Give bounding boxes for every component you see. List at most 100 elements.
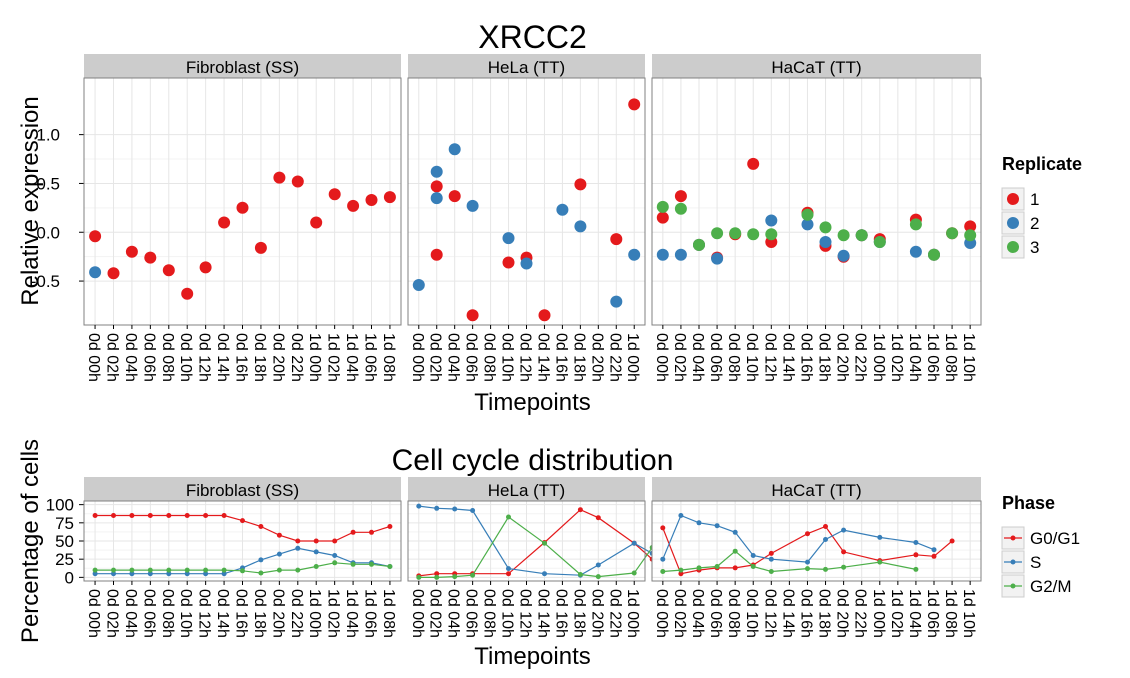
data-point — [823, 524, 828, 529]
x-tick-label: 1d 08h — [942, 333, 959, 382]
panel-2: HaCaT (TT) 0d 00h 0d 02h 0d 04h 0d 06h 0d 08h… — [651, 54, 982, 382]
data-point — [729, 227, 742, 240]
data-point — [273, 171, 286, 184]
y-tick-label: 50 — [55, 532, 74, 551]
data-point — [295, 538, 301, 544]
x-tick-label: 0d 10h — [499, 589, 516, 638]
data-point — [877, 534, 883, 540]
data-point — [595, 574, 601, 580]
data-point — [310, 216, 323, 229]
data-point — [660, 525, 666, 531]
data-point — [332, 560, 338, 566]
x-tick-label: 1d 10h — [960, 589, 977, 638]
data-point — [656, 211, 669, 224]
x-tick-label: 0d 02h — [427, 333, 444, 382]
data-point — [931, 553, 937, 559]
x-tick-label: 0d 20h — [588, 589, 605, 638]
data-point — [747, 228, 760, 241]
data-point — [765, 228, 778, 241]
data-point — [147, 567, 153, 573]
data-point — [574, 220, 587, 233]
data-point — [430, 248, 443, 261]
data-point — [711, 227, 724, 240]
x-tick-label: 0d 02h — [104, 589, 121, 638]
facet-strip — [84, 477, 401, 501]
x-tick-label: 1d 08h — [942, 589, 959, 638]
data-point — [328, 188, 341, 201]
data-point — [166, 567, 172, 573]
x-tick-label: 0d 22h — [606, 589, 623, 638]
facet-strip — [652, 54, 981, 78]
legend-label: 3 — [1030, 238, 1039, 257]
x-tick-label: 0d 20h — [269, 589, 286, 638]
data-point — [855, 229, 868, 242]
x-tick-label: 0d 06h — [140, 333, 157, 382]
x-tick-label: 0d 12h — [761, 333, 778, 382]
x-tick-label: 1d 00h — [306, 333, 323, 382]
x-tick-label: 0d 14h — [214, 589, 231, 638]
data-point — [506, 571, 511, 577]
x-tick-label: 0d 02h — [104, 333, 121, 382]
x-tick-label: 0d 00h — [653, 333, 670, 382]
data-point — [542, 571, 547, 577]
data-point — [542, 540, 547, 546]
x-tick-label: 1d 08h — [380, 333, 397, 382]
x-tick-label: 0d 22h — [606, 333, 623, 382]
data-point — [949, 538, 955, 544]
data-point — [144, 251, 157, 264]
cell-cycle-chart: Cell cycle distribution Percentage of cel… — [17, 439, 1080, 670]
data-point — [696, 520, 702, 526]
legend: Replicate 1 2 3 — [1001, 154, 1082, 259]
data-point — [750, 564, 756, 569]
data-point — [221, 513, 227, 518]
data-point — [184, 567, 190, 573]
data-point — [412, 279, 425, 291]
data-point — [129, 571, 135, 577]
data-point — [470, 572, 476, 578]
data-point — [819, 236, 832, 248]
x-tick-label: 0d 08h — [159, 589, 176, 638]
series-line-G0-G1 — [662, 525, 953, 575]
x-tick-label: 1d 08h — [380, 589, 397, 638]
x-tick-label: 0d 14h — [535, 589, 552, 638]
data-point — [873, 236, 886, 248]
panel-1: HeLa (TT)0d 00h 0d 02h 0d 04h 0d 06h 0d 08h 0… — [407, 54, 646, 382]
data-point — [218, 216, 231, 229]
x-tick-label: 1d 06h — [362, 333, 379, 382]
data-point — [184, 571, 190, 577]
x-tick-label: 0d 08h — [481, 333, 498, 382]
x-tick-label: 0d 14h — [779, 333, 796, 382]
data-point — [416, 503, 422, 509]
x-tick-label: 0d 18h — [251, 333, 268, 382]
data-point — [823, 566, 828, 572]
data-point — [147, 513, 153, 518]
data-point — [347, 199, 360, 212]
data-point — [416, 574, 422, 580]
data-point — [506, 566, 511, 572]
legend-key-point — [1010, 559, 1016, 565]
x-tick-label: 0d 08h — [159, 333, 176, 382]
legend-key-point — [1007, 217, 1019, 229]
data-point — [913, 540, 919, 545]
data-point — [92, 567, 98, 573]
data-point — [732, 529, 738, 535]
x-tick-label: 0d 04h — [689, 589, 706, 638]
facet-strip — [84, 54, 401, 78]
facet-strip — [408, 477, 645, 501]
y-tick-label: 100 — [46, 496, 74, 515]
data-point — [125, 245, 138, 258]
data-point — [801, 208, 814, 221]
x-tick-label: 0d 22h — [852, 333, 869, 382]
x-tick-label: 0d 02h — [427, 589, 444, 638]
data-point — [837, 249, 850, 262]
data-point — [768, 556, 774, 562]
data-point — [203, 567, 209, 573]
legend-key-point — [1007, 241, 1019, 253]
x-tick-label: 0d 06h — [140, 589, 157, 638]
data-point — [502, 256, 515, 269]
data-point — [674, 248, 687, 261]
legend-key-point — [1007, 193, 1019, 205]
data-point — [610, 295, 623, 308]
facet-strip-label: HeLa (TT) — [488, 58, 565, 77]
